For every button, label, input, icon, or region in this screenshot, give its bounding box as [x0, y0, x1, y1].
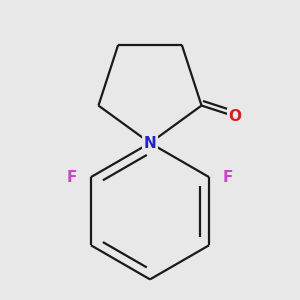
Text: N: N	[144, 136, 156, 151]
Text: O: O	[228, 109, 241, 124]
Text: F: F	[223, 169, 233, 184]
Text: F: F	[67, 169, 77, 184]
